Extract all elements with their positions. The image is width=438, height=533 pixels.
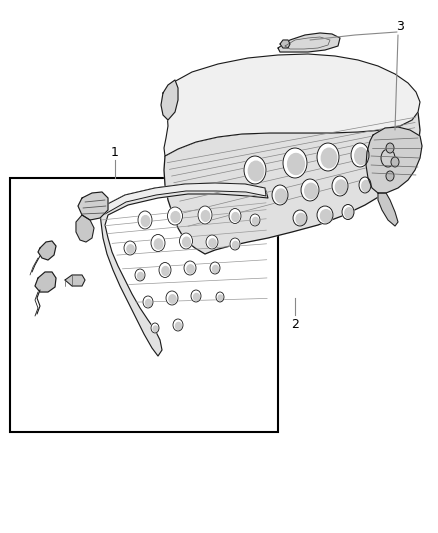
Ellipse shape — [187, 265, 194, 273]
Ellipse shape — [355, 148, 367, 164]
Ellipse shape — [201, 211, 210, 221]
Ellipse shape — [191, 290, 201, 302]
Polygon shape — [76, 215, 94, 242]
Ellipse shape — [159, 262, 171, 278]
Ellipse shape — [301, 179, 319, 201]
Ellipse shape — [342, 205, 354, 220]
Ellipse shape — [252, 217, 258, 224]
Ellipse shape — [145, 300, 152, 306]
Ellipse shape — [248, 161, 264, 181]
Ellipse shape — [276, 189, 286, 203]
Ellipse shape — [184, 261, 196, 275]
Ellipse shape — [138, 272, 144, 280]
Ellipse shape — [250, 214, 260, 226]
Ellipse shape — [127, 245, 134, 253]
Ellipse shape — [180, 233, 192, 249]
Ellipse shape — [153, 326, 158, 332]
Ellipse shape — [293, 210, 307, 226]
Ellipse shape — [296, 213, 306, 224]
Ellipse shape — [135, 269, 145, 281]
Polygon shape — [280, 40, 290, 48]
Ellipse shape — [206, 235, 218, 249]
Text: 2: 2 — [291, 319, 299, 332]
Ellipse shape — [359, 177, 371, 193]
Ellipse shape — [321, 148, 337, 168]
Ellipse shape — [151, 323, 159, 333]
Text: 1: 1 — [111, 147, 119, 159]
Polygon shape — [100, 183, 266, 214]
Ellipse shape — [216, 292, 224, 302]
Polygon shape — [163, 54, 420, 156]
Polygon shape — [78, 192, 108, 220]
Ellipse shape — [162, 266, 169, 276]
Polygon shape — [35, 272, 56, 292]
Ellipse shape — [141, 216, 150, 227]
Polygon shape — [278, 33, 340, 52]
Polygon shape — [366, 127, 422, 193]
Ellipse shape — [194, 293, 199, 301]
Ellipse shape — [336, 180, 346, 194]
Polygon shape — [38, 241, 56, 260]
Ellipse shape — [288, 154, 304, 174]
Ellipse shape — [124, 241, 136, 255]
Ellipse shape — [167, 207, 183, 225]
Ellipse shape — [169, 295, 176, 303]
Ellipse shape — [362, 180, 370, 191]
Ellipse shape — [218, 295, 223, 301]
Ellipse shape — [345, 208, 353, 218]
Ellipse shape — [198, 206, 212, 224]
Polygon shape — [378, 193, 398, 226]
Ellipse shape — [283, 148, 307, 178]
Ellipse shape — [232, 213, 239, 222]
Ellipse shape — [305, 183, 317, 199]
Ellipse shape — [143, 296, 153, 308]
Polygon shape — [100, 183, 268, 356]
Ellipse shape — [351, 143, 369, 167]
Ellipse shape — [212, 265, 219, 272]
Polygon shape — [65, 275, 85, 286]
Ellipse shape — [138, 211, 152, 229]
Ellipse shape — [151, 235, 165, 252]
Ellipse shape — [391, 157, 399, 167]
Ellipse shape — [229, 208, 241, 223]
Ellipse shape — [332, 176, 348, 196]
Ellipse shape — [384, 152, 394, 165]
Ellipse shape — [171, 212, 180, 222]
Ellipse shape — [317, 206, 333, 224]
Ellipse shape — [166, 291, 178, 305]
Ellipse shape — [272, 185, 288, 205]
Ellipse shape — [233, 241, 239, 248]
Ellipse shape — [386, 143, 394, 153]
Bar — [10, 178, 278, 432]
Ellipse shape — [176, 322, 181, 329]
Ellipse shape — [173, 319, 183, 331]
Ellipse shape — [230, 238, 240, 250]
Ellipse shape — [183, 237, 191, 247]
Polygon shape — [161, 80, 178, 120]
Text: 3: 3 — [396, 20, 404, 34]
Polygon shape — [164, 112, 420, 254]
Ellipse shape — [209, 239, 216, 247]
Ellipse shape — [317, 143, 339, 171]
Ellipse shape — [386, 171, 394, 181]
Ellipse shape — [381, 149, 395, 167]
Ellipse shape — [244, 156, 266, 184]
Ellipse shape — [321, 209, 332, 222]
Ellipse shape — [210, 262, 220, 274]
Ellipse shape — [154, 239, 162, 249]
